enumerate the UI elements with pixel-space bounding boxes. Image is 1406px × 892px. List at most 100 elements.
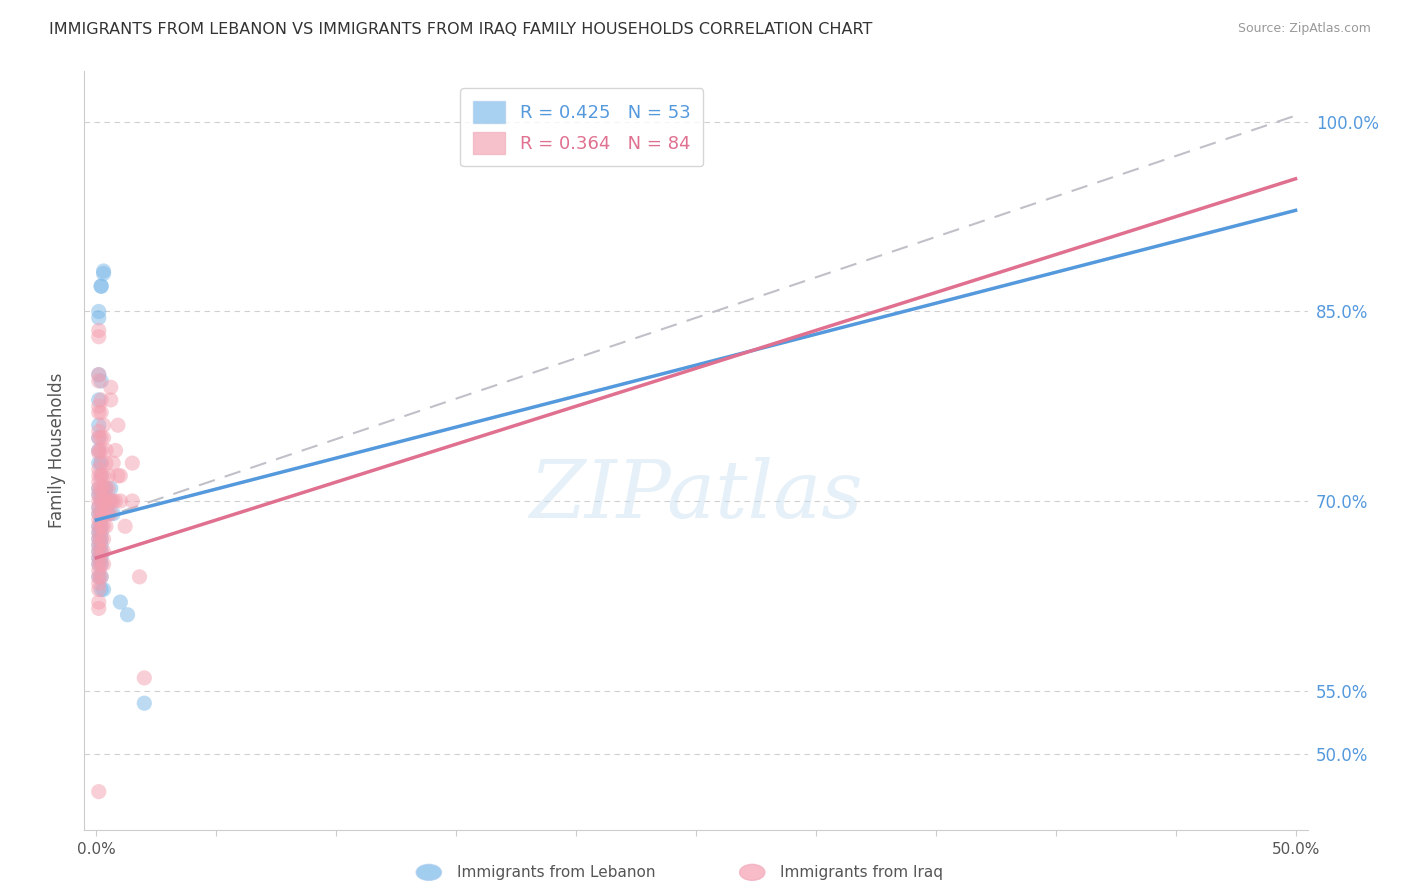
Point xyxy=(87,538,110,552)
Point xyxy=(93,582,115,597)
Point xyxy=(87,392,110,407)
Point xyxy=(93,532,115,546)
Point xyxy=(90,570,112,584)
Point xyxy=(90,488,112,502)
Point xyxy=(94,494,117,508)
Point xyxy=(93,519,115,533)
Point xyxy=(90,570,112,584)
Legend: R = 0.425   N = 53, R = 0.364   N = 84: R = 0.425 N = 53, R = 0.364 N = 84 xyxy=(460,88,703,166)
Text: Immigrants from Iraq: Immigrants from Iraq xyxy=(780,865,943,880)
Point xyxy=(90,374,112,388)
Point xyxy=(87,456,110,470)
Point xyxy=(90,519,112,533)
Point xyxy=(93,418,115,433)
Point xyxy=(87,443,110,458)
Point xyxy=(87,488,110,502)
Point xyxy=(90,392,112,407)
Point xyxy=(97,507,120,521)
Point xyxy=(100,482,122,496)
Point xyxy=(93,267,115,281)
Point xyxy=(97,468,120,483)
Text: Immigrants from Lebanon: Immigrants from Lebanon xyxy=(457,865,655,880)
Point xyxy=(90,557,112,571)
Point xyxy=(87,368,110,382)
Point xyxy=(94,507,117,521)
Point xyxy=(128,570,150,584)
Point xyxy=(87,462,110,476)
Point xyxy=(87,557,110,571)
Point xyxy=(90,468,112,483)
Point xyxy=(90,431,112,445)
Point xyxy=(87,519,110,533)
Point xyxy=(94,482,117,496)
Point xyxy=(93,468,115,483)
Point xyxy=(93,431,115,445)
Point xyxy=(87,538,110,552)
Point xyxy=(87,425,110,439)
Point xyxy=(100,494,122,508)
Point xyxy=(90,494,112,508)
Point xyxy=(87,494,110,508)
Point xyxy=(114,519,136,533)
Point xyxy=(90,532,112,546)
Point xyxy=(87,595,110,609)
Point xyxy=(90,468,112,483)
Point xyxy=(101,494,124,508)
Point xyxy=(87,532,110,546)
Text: ZIPatlas: ZIPatlas xyxy=(529,458,863,534)
Point xyxy=(87,488,110,502)
Point xyxy=(87,525,110,540)
Point xyxy=(87,519,110,533)
Point xyxy=(97,482,120,496)
Point xyxy=(94,519,117,533)
Point xyxy=(87,431,110,445)
Point xyxy=(101,507,124,521)
Point xyxy=(87,601,110,615)
Point xyxy=(87,576,110,591)
Point xyxy=(87,582,110,597)
Point xyxy=(93,482,115,496)
Point xyxy=(87,431,110,445)
Point xyxy=(90,544,112,558)
Point xyxy=(100,380,122,394)
Point xyxy=(87,570,110,584)
Point xyxy=(90,405,112,419)
Point xyxy=(87,446,110,460)
Point xyxy=(90,513,112,527)
Point xyxy=(94,494,117,508)
Point xyxy=(94,443,117,458)
Point xyxy=(134,671,156,685)
Point xyxy=(93,507,115,521)
Point xyxy=(117,607,139,622)
Point xyxy=(87,482,110,496)
Point xyxy=(97,494,120,508)
Point xyxy=(110,595,132,609)
Point xyxy=(90,443,112,458)
Point xyxy=(87,544,110,558)
Point xyxy=(121,494,143,508)
Point xyxy=(87,310,110,325)
Point xyxy=(107,418,129,433)
Point xyxy=(90,544,112,558)
Point xyxy=(90,456,112,470)
Point xyxy=(121,456,143,470)
Point xyxy=(93,264,115,278)
Point xyxy=(97,507,120,521)
Point xyxy=(101,456,124,470)
Point xyxy=(87,482,110,496)
Text: IMMIGRANTS FROM LEBANON VS IMMIGRANTS FROM IRAQ FAMILY HOUSEHOLDS CORRELATION CH: IMMIGRANTS FROM LEBANON VS IMMIGRANTS FR… xyxy=(49,22,873,37)
Y-axis label: Family Households: Family Households xyxy=(48,373,66,528)
Point xyxy=(93,544,115,558)
Point xyxy=(90,582,112,597)
Point xyxy=(87,500,110,515)
Point xyxy=(87,570,110,584)
Point xyxy=(87,304,110,318)
Point xyxy=(87,399,110,413)
Point xyxy=(104,443,127,458)
Point xyxy=(90,507,112,521)
Point xyxy=(87,475,110,489)
Point xyxy=(87,468,110,483)
Point xyxy=(94,482,117,496)
Point xyxy=(87,544,110,558)
Point xyxy=(93,494,115,508)
